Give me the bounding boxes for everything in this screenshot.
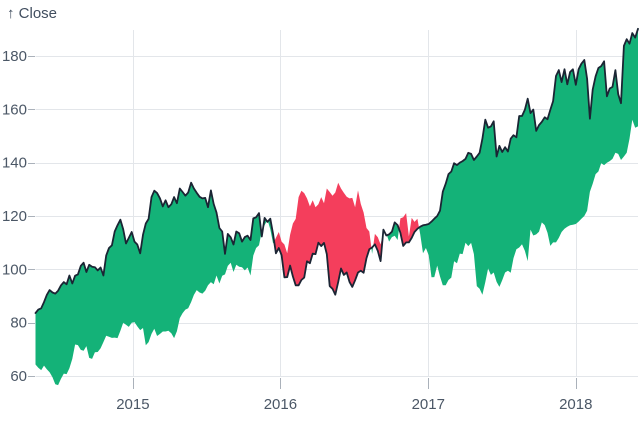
- x-tick-label: 2015: [116, 396, 149, 413]
- area-gain: [419, 28, 638, 295]
- y-tick-label: 100: [2, 261, 27, 278]
- x-tick-label: 2018: [559, 396, 592, 413]
- y-tick-label: 180: [2, 48, 27, 65]
- x-tick-label: 2017: [412, 396, 445, 413]
- area-gain: [386, 222, 399, 242]
- y-axis-title: ↑ Close: [7, 5, 58, 22]
- y-tick-label: 140: [2, 155, 27, 172]
- x-tick-label: 2016: [264, 396, 297, 413]
- y-tick-label: 160: [2, 101, 27, 118]
- area-loss: [399, 213, 419, 246]
- price-line: [34, 27, 639, 314]
- y-tick-label: 120: [2, 208, 27, 225]
- area-loss: [274, 182, 372, 295]
- y-tick-label: 80: [10, 315, 27, 332]
- area-gain: [267, 218, 275, 244]
- y-tick-label: 60: [10, 368, 27, 385]
- area-gain: [35, 182, 262, 386]
